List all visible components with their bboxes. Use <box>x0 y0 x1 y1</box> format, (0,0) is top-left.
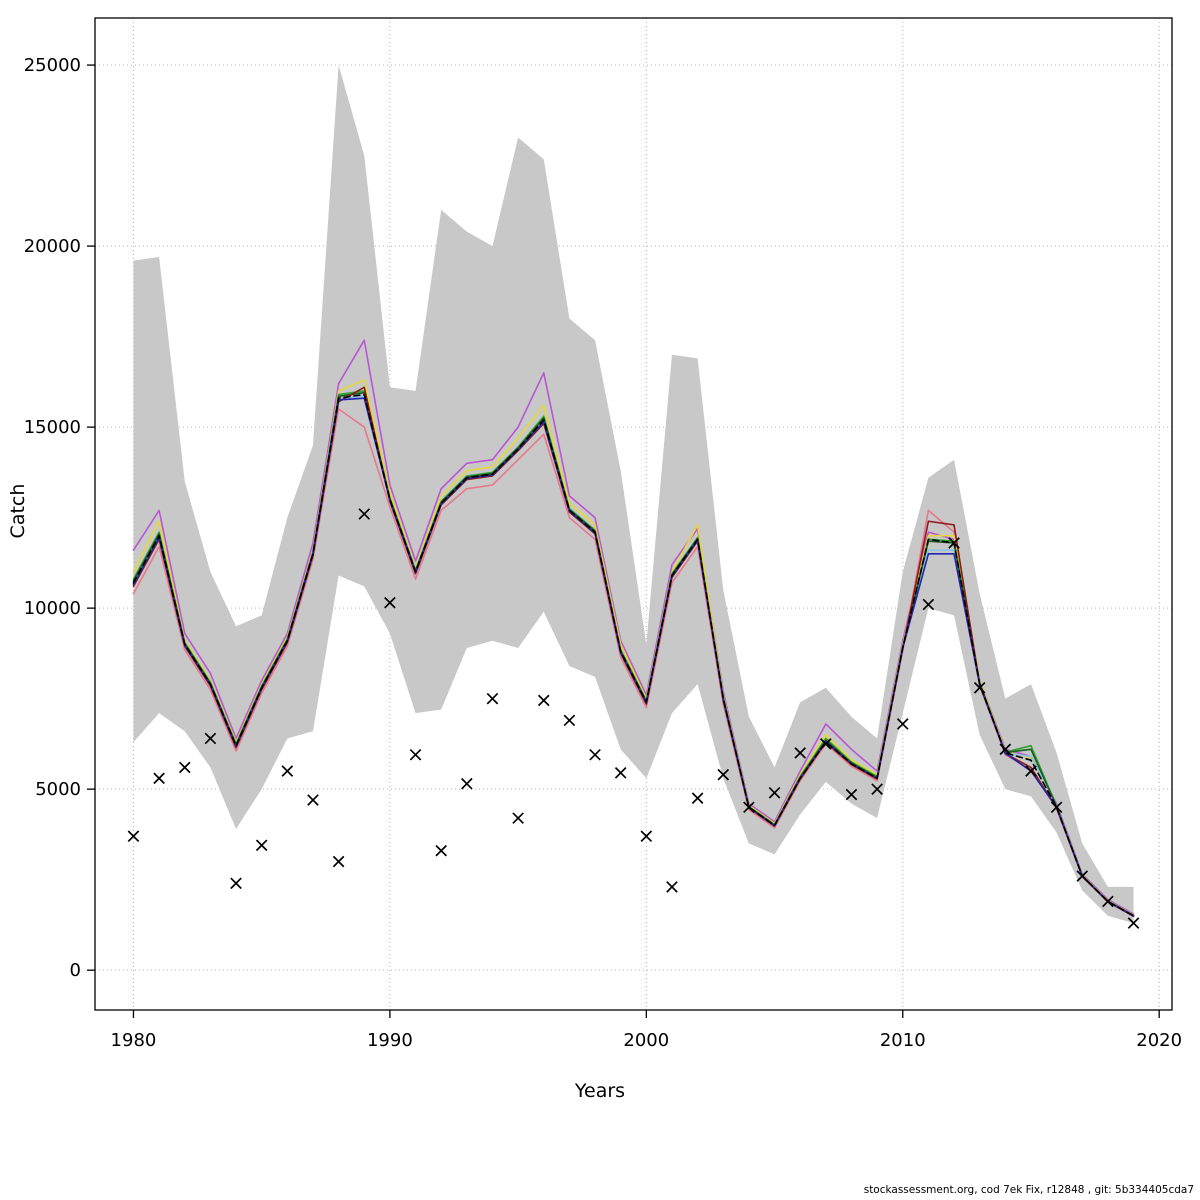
observed-marker <box>1127 917 1140 929</box>
observed-marker <box>358 508 371 520</box>
observed-marker <box>409 748 422 761</box>
observed-marker <box>1050 801 1063 814</box>
observed-marker <box>512 812 524 824</box>
footer-text: stockassessment.org, cod 7ek Fix, r12848… <box>863 1184 1194 1196</box>
y-axis-label: Catch <box>7 483 29 539</box>
observed-marker <box>794 747 806 759</box>
observed-marker <box>332 855 345 868</box>
y-tick-label: 15000 <box>24 417 81 438</box>
observed-marker <box>178 761 191 774</box>
observed-marker <box>922 598 935 611</box>
observed-marker <box>820 738 832 750</box>
x-tick-label: 1990 <box>367 1030 413 1051</box>
observed-marker <box>999 743 1012 756</box>
x-axis-label: Years <box>574 1080 626 1102</box>
observed-marker <box>153 772 165 785</box>
observed-marker <box>204 732 217 745</box>
observed-marker <box>871 783 883 795</box>
observed-marker <box>614 767 627 779</box>
y-tick-label: 5000 <box>35 779 81 800</box>
observed-marker <box>563 714 576 727</box>
observed-marker <box>255 839 268 852</box>
series-line-run-base-black <box>132 393 1135 917</box>
x-tick-label: 2010 <box>880 1030 926 1051</box>
observed-marker <box>461 777 473 790</box>
observed-marker <box>717 768 730 781</box>
observed-marker <box>1025 765 1037 777</box>
observed-marker <box>589 748 601 761</box>
observed-marker <box>896 718 909 730</box>
observed-marker <box>691 792 704 805</box>
observed-marker <box>486 692 499 705</box>
observed-marker <box>1102 895 1114 908</box>
y-tick-label: 0 <box>70 960 81 981</box>
plot-border <box>94 17 1173 1011</box>
observed-marker <box>281 765 294 777</box>
observed-marker <box>435 844 447 857</box>
observed-marker <box>537 694 550 707</box>
observed-marker <box>127 830 140 843</box>
x-tick-label: 1980 <box>111 1030 157 1051</box>
observed-marker <box>230 877 242 890</box>
x-tick-label: 2000 <box>623 1030 669 1051</box>
observed-marker <box>973 681 986 694</box>
observed-marker <box>845 788 858 801</box>
observed-marker <box>768 786 781 799</box>
observed-marker <box>948 537 960 549</box>
observed-marker <box>307 794 319 806</box>
observed-marker <box>666 881 678 893</box>
observed-marker <box>1076 870 1089 882</box>
observed-marker <box>640 830 653 843</box>
y-tick-label: 10000 <box>24 598 81 619</box>
y-tick-label: 20000 <box>24 236 81 257</box>
observed-marker <box>743 801 755 814</box>
confidence-band <box>133 65 1134 924</box>
observed-marker <box>384 596 396 609</box>
x-tick-label: 2020 <box>1136 1030 1182 1051</box>
y-tick-label: 25000 <box>24 55 81 76</box>
